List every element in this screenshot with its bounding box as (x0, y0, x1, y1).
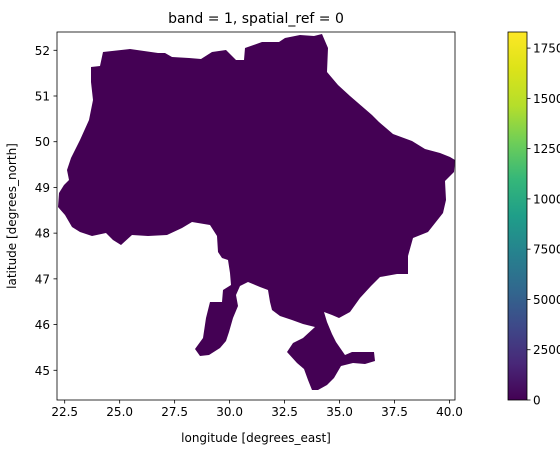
x-tick-label: 27.5 (161, 405, 188, 419)
y-tick-label: 49 (35, 181, 50, 195)
x-axis: 22.5 25.0 27.5 30.0 32.5 35.0 37.5 40.0 (51, 400, 463, 419)
x-axis-label: longitude [degrees_east] (181, 431, 331, 445)
plot-area (56, 31, 456, 401)
x-tick-label: 22.5 (51, 405, 78, 419)
colorbar-tick-label: 12500 (533, 142, 560, 156)
y-tick-label: 51 (35, 90, 50, 104)
colorbar-tick-label: 17500 (533, 42, 560, 56)
y-tick-label: 52 (35, 44, 50, 58)
y-axis: 45 46 47 48 49 50 51 52 (35, 44, 57, 378)
colorbar (507, 31, 528, 401)
raster-region (58, 34, 455, 390)
y-tick-label: 48 (35, 227, 50, 241)
x-tick-label: 37.5 (381, 405, 408, 419)
colorbar-axis: 0 2500 5000 7500 10000 12500 15000 17500 (527, 42, 560, 408)
x-tick-label: 40.0 (436, 405, 463, 419)
colorbar-tick-label: 7500 (533, 243, 560, 257)
colorbar-tick-label: 2500 (533, 343, 560, 357)
x-tick-label: 30.0 (216, 405, 243, 419)
x-tick-label: 32.5 (271, 405, 298, 419)
colorbar-tick-label: 10000 (533, 192, 560, 206)
x-tick-label: 25.0 (106, 405, 133, 419)
colorbar-tick-label: 0 (533, 394, 541, 408)
y-tick-label: 47 (35, 272, 50, 286)
chart-title: band = 1, spatial_ref = 0 (168, 11, 344, 27)
y-axis-label: latitude [degrees_north] (5, 143, 19, 289)
y-tick-label: 46 (35, 318, 50, 332)
y-tick-label: 50 (35, 135, 50, 149)
x-tick-label: 35.0 (326, 405, 353, 419)
colorbar-tick-label: 5000 (533, 293, 560, 307)
colorbar-tick-label: 15000 (533, 92, 560, 106)
y-tick-label: 45 (35, 364, 50, 378)
